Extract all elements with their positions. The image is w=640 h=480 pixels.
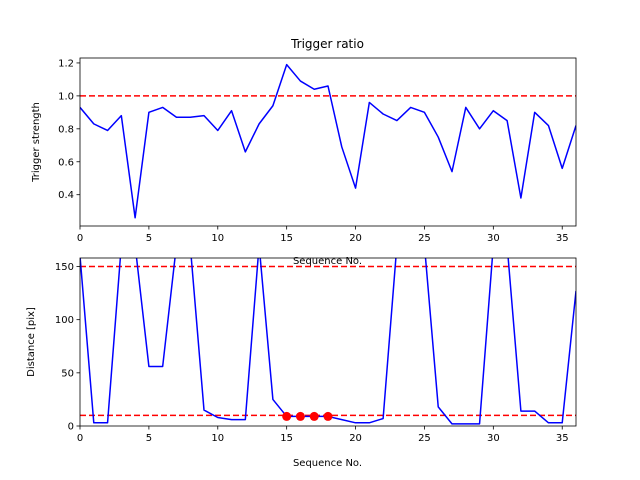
y-tick-label: 0.4: [58, 190, 74, 201]
x-tick-label: 10: [211, 433, 224, 444]
y-tick-label: 100: [55, 315, 74, 326]
chart-title: Trigger ratio: [290, 37, 364, 51]
x-tick-label: 0: [77, 233, 83, 244]
x-tick-label: 25: [418, 433, 431, 444]
y-tick-label: 0.6: [58, 157, 74, 168]
x-tick-label: 30: [487, 233, 500, 244]
y-axis-label: Distance [pix]: [26, 307, 37, 377]
highlight-marker: [295, 411, 305, 421]
x-tick-label: 20: [349, 433, 362, 444]
y-tick-label: 0.8: [58, 124, 74, 135]
y-tick-label: 0: [68, 422, 74, 433]
x-tick-label: 0: [77, 433, 83, 444]
x-tick-label: 15: [280, 233, 293, 244]
x-tick-label: 35: [556, 433, 569, 444]
x-tick-label: 5: [146, 433, 152, 444]
axes-frame: [79, 257, 577, 427]
x-tick-label: 35: [556, 233, 569, 244]
x-tick-label: 20: [349, 233, 362, 244]
axes-frame: [79, 57, 577, 227]
highlight-marker: [282, 411, 292, 421]
series-line: [80, 63, 576, 219]
trigger-ratio-chart: Trigger ratio 0 5 10 15 20 25 30 35 0.4 0.6 0.8 1.0…: [31, 37, 577, 267]
y-tick-label: 1.0: [58, 91, 74, 102]
x-tick-label: 10: [211, 233, 224, 244]
x-tick-label: 5: [146, 233, 152, 244]
highlight-marker: [323, 411, 333, 421]
y-tick-label: 150: [55, 262, 74, 273]
x-axis-label: Sequence No.: [293, 458, 362, 469]
y-axis-label: Trigger strength: [31, 102, 42, 183]
x-tick-label: 15: [280, 433, 293, 444]
x-axis-label: Sequence No.: [293, 256, 362, 267]
x-tick-label: 30: [487, 433, 500, 444]
distance-chart: 0 5 10 15 20 25 30 35 0 50 100 150 Distance [pix] S…: [26, 257, 577, 469]
y-tick-label: 1.2: [58, 58, 74, 69]
x-tick-label: 25: [418, 233, 431, 244]
y-tick-label: 50: [61, 368, 74, 379]
highlight-marker: [309, 411, 319, 421]
